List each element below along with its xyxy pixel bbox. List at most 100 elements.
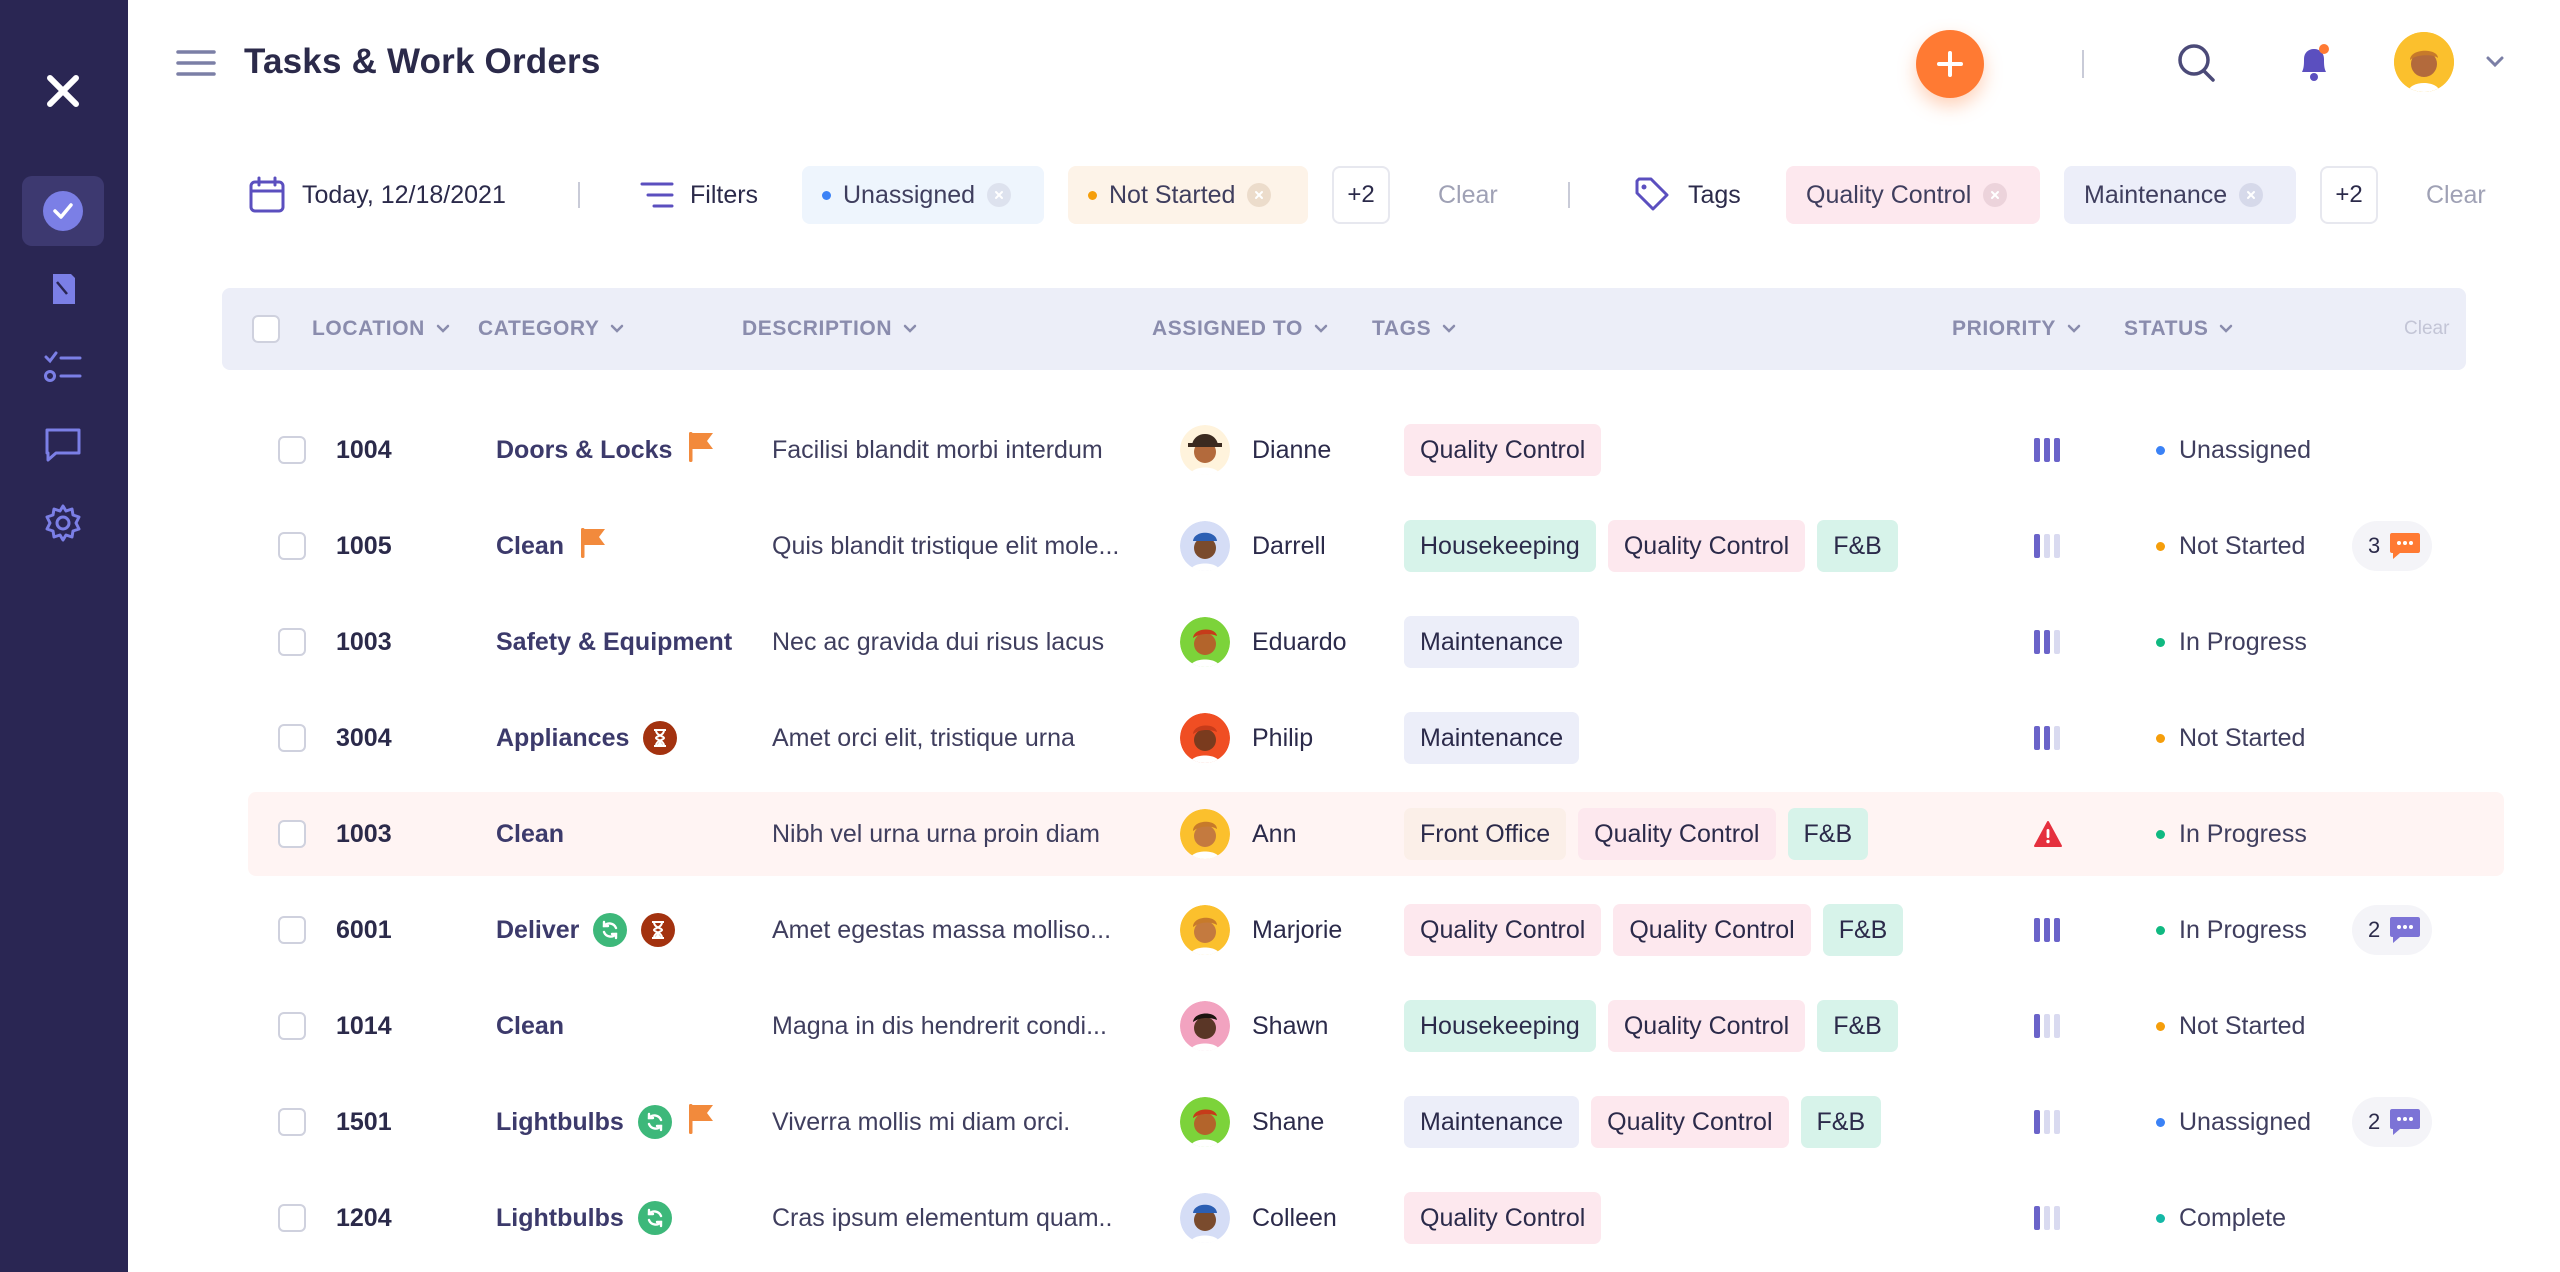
sidebar-item-settings[interactable] bbox=[22, 488, 104, 558]
priority-cell[interactable] bbox=[2028, 1080, 2068, 1164]
filters-button[interactable]: Filters bbox=[640, 166, 758, 224]
tag-pill[interactable]: Quality Control bbox=[1404, 904, 1602, 956]
column-priority[interactable]: PRIORITY bbox=[1952, 288, 2082, 370]
bell-icon[interactable] bbox=[2296, 42, 2332, 84]
status-cell[interactable]: Not Started bbox=[2156, 696, 2305, 780]
sidebar-item-tasks[interactable] bbox=[22, 176, 104, 246]
assignee-cell[interactable]: Ann bbox=[1180, 792, 1296, 876]
assignee-cell[interactable]: Philip bbox=[1180, 696, 1313, 780]
comments-button[interactable]: 2 bbox=[2352, 1097, 2433, 1147]
assignee-cell[interactable]: Eduardo bbox=[1180, 600, 1347, 684]
column-category[interactable]: CATEGORY bbox=[478, 288, 625, 370]
clear-tag-filters[interactable]: Clear bbox=[2426, 180, 2486, 209]
priority-cell[interactable] bbox=[2028, 888, 2068, 972]
tag-pill[interactable]: Quality Control bbox=[1591, 1096, 1789, 1148]
comments-button[interactable]: 3 bbox=[2352, 521, 2433, 571]
clear-sort-button[interactable]: Clear bbox=[2404, 318, 2450, 339]
column-tags[interactable]: TAGS bbox=[1372, 288, 1457, 370]
row-checkbox[interactable] bbox=[278, 504, 306, 588]
tag-pill[interactable]: Quality Control bbox=[1404, 1192, 1602, 1244]
row-checkbox[interactable] bbox=[278, 696, 306, 780]
table-row[interactable]: 1003 Safety & Equipment Nec ac gravida dui… bbox=[248, 600, 2504, 684]
filter-chip-unassigned[interactable]: Unassigned bbox=[802, 166, 1044, 224]
tag-pill[interactable]: Front Office bbox=[1404, 808, 1567, 860]
comments-button[interactable]: 2 bbox=[2352, 905, 2433, 955]
assignee-cell[interactable]: Colleen bbox=[1180, 1176, 1337, 1260]
sidebar-item-documents[interactable] bbox=[22, 254, 104, 324]
menu-icon[interactable] bbox=[176, 48, 216, 78]
more-status-filters[interactable]: +2 bbox=[1332, 166, 1390, 224]
table-row[interactable]: 1003 Clean Nibh vel urna urna proin diam An… bbox=[248, 792, 2504, 876]
table-row[interactable]: 1014 Clean Magna in dis hendrerit condi...… bbox=[248, 984, 2504, 1068]
remove-chip-icon[interactable] bbox=[1247, 183, 1272, 207]
add-task-button[interactable] bbox=[1916, 30, 1984, 98]
tag-pill[interactable]: F&B bbox=[1822, 904, 1904, 956]
tag-pill[interactable]: Housekeeping bbox=[1404, 520, 1596, 572]
table-row[interactable]: 6001 Deliver Amet egestas massa molliso...… bbox=[248, 888, 2504, 972]
priority-cell[interactable] bbox=[2028, 792, 2068, 876]
tag-pill[interactable]: F&B bbox=[1787, 808, 1869, 860]
comments-cell[interactable]: 2 bbox=[2352, 1080, 2433, 1164]
tag-pill[interactable]: Quality Control bbox=[1613, 904, 1811, 956]
tag-pill[interactable]: Maintenance bbox=[1404, 616, 1580, 668]
date-picker[interactable]: Today, 12/18/2021 bbox=[248, 166, 506, 224]
row-checkbox[interactable] bbox=[278, 1080, 306, 1164]
tag-pill[interactable]: Quality Control bbox=[1607, 520, 1806, 572]
tag-pill[interactable]: Quality Control bbox=[1607, 1000, 1806, 1052]
remove-chip-icon[interactable] bbox=[2239, 183, 2264, 207]
assignee-cell[interactable]: Marjorie bbox=[1180, 888, 1342, 972]
sidebar-item-messages[interactable] bbox=[22, 410, 104, 480]
tag-chip-maintenance[interactable]: Maintenance bbox=[2064, 166, 2296, 224]
column-description[interactable]: DESCRIPTION bbox=[742, 288, 918, 370]
priority-cell[interactable] bbox=[2028, 408, 2068, 492]
row-checkbox[interactable] bbox=[278, 984, 306, 1068]
search-icon[interactable] bbox=[2176, 42, 2216, 84]
more-tag-filters[interactable]: +2 bbox=[2320, 166, 2378, 224]
column-location[interactable]: LOCATION bbox=[312, 288, 451, 370]
user-avatar[interactable] bbox=[2394, 32, 2454, 92]
tag-chip-quality-control[interactable]: Quality Control bbox=[1786, 166, 2040, 224]
tag-pill[interactable]: Maintenance bbox=[1404, 1096, 1580, 1148]
comments-cell[interactable]: 2 bbox=[2352, 888, 2433, 972]
status-cell[interactable]: In Progress bbox=[2156, 792, 2307, 876]
priority-cell[interactable] bbox=[2028, 984, 2068, 1068]
status-cell[interactable]: Unassigned bbox=[2156, 1080, 2311, 1164]
table-row[interactable]: 1501 Lightbulbs Viverra mollis mi diam orc… bbox=[248, 1080, 2504, 1164]
assignee-cell[interactable]: Dianne bbox=[1180, 408, 1331, 492]
tag-pill[interactable]: F&B bbox=[1800, 1096, 1882, 1148]
remove-chip-icon[interactable] bbox=[1983, 183, 2008, 207]
status-cell[interactable]: Complete bbox=[2156, 1176, 2286, 1260]
table-row[interactable]: 1005 Clean Quis blandit tristique elit mol… bbox=[248, 504, 2504, 588]
table-row[interactable]: 1204 Lightbulbs Cras ipsum elementum quam.… bbox=[248, 1176, 2504, 1260]
filter-chip-not-started[interactable]: Not Started bbox=[1068, 166, 1308, 224]
tag-pill[interactable]: Maintenance bbox=[1404, 712, 1580, 764]
status-cell[interactable]: In Progress bbox=[2156, 888, 2307, 972]
priority-cell[interactable] bbox=[2028, 1176, 2068, 1260]
close-icon[interactable] bbox=[40, 68, 86, 114]
row-checkbox[interactable] bbox=[278, 888, 306, 972]
tag-pill[interactable]: F&B bbox=[1817, 1000, 1898, 1052]
status-cell[interactable]: Not Started bbox=[2156, 984, 2305, 1068]
remove-chip-icon[interactable] bbox=[987, 183, 1012, 207]
status-cell[interactable]: In Progress bbox=[2156, 600, 2307, 684]
tag-pill[interactable]: Quality Control bbox=[1578, 808, 1776, 860]
tag-pill[interactable]: Housekeeping bbox=[1404, 1000, 1596, 1052]
clear-status-filters[interactable]: Clear bbox=[1438, 180, 1498, 209]
comments-cell[interactable]: 3 bbox=[2352, 504, 2433, 588]
sidebar-item-checklists[interactable] bbox=[22, 332, 104, 402]
assignee-cell[interactable]: Shane bbox=[1180, 1080, 1324, 1164]
row-checkbox[interactable] bbox=[278, 1176, 306, 1260]
tag-pill[interactable]: Quality Control bbox=[1404, 424, 1602, 476]
column-status[interactable]: STATUS bbox=[2124, 288, 2234, 370]
table-row[interactable]: 1004 Doors & Locks Facilisi blandit morbi … bbox=[248, 408, 2504, 492]
row-checkbox[interactable] bbox=[278, 792, 306, 876]
assignee-cell[interactable]: Shawn bbox=[1180, 984, 1328, 1068]
row-checkbox[interactable] bbox=[278, 408, 306, 492]
assignee-cell[interactable]: Darrell bbox=[1180, 504, 1326, 588]
tags-button[interactable]: Tags bbox=[1634, 166, 1741, 224]
status-cell[interactable]: Unassigned bbox=[2156, 408, 2311, 492]
column-assigned-to[interactable]: ASSIGNED TO bbox=[1152, 288, 1329, 370]
table-row[interactable]: 3004 Appliances Amet orci elit, tristique … bbox=[248, 696, 2504, 780]
priority-cell[interactable] bbox=[2028, 504, 2068, 588]
tag-pill[interactable]: F&B bbox=[1817, 520, 1898, 572]
